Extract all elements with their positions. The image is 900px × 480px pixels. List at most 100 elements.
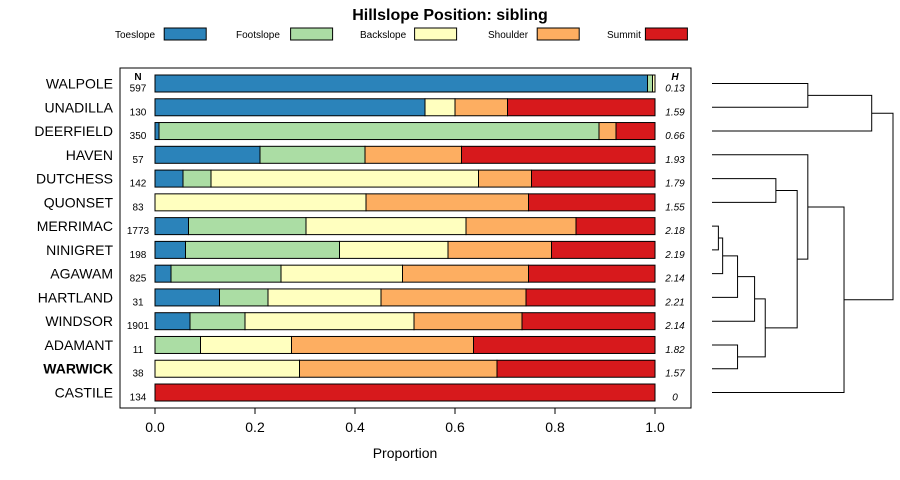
- row-h: 2.18: [664, 226, 685, 237]
- legend-swatch: [536, 27, 580, 41]
- x-tick-label: 0.0: [145, 419, 165, 435]
- bar-segment-footslope: [189, 312, 246, 331]
- bar-segment-backslope: [280, 264, 403, 283]
- bar-segment-summit: [461, 145, 656, 164]
- x-tick-label: 0.4: [345, 419, 365, 435]
- dendrogram-link: [712, 178, 777, 203]
- dendrogram: [712, 83, 894, 394]
- bar-segment-summit: [473, 335, 656, 354]
- bar-segment-toeslope: [154, 288, 220, 307]
- row-n: 83: [132, 202, 144, 213]
- bar-rows: WALPOLE 597 0.13 UNADILLA 130 1.59 DEERFIELD 35…: [34, 74, 685, 404]
- row-label: CASTILE: [55, 385, 113, 401]
- row-n: 130: [130, 107, 147, 118]
- x-tick-label: 0.6: [445, 419, 465, 435]
- dendrogram-link: [712, 83, 809, 108]
- bar-segment-summit: [496, 359, 656, 378]
- row-merrimac: MERRIMAC 1773 2.18: [37, 217, 685, 237]
- row-label: AGAWAM: [50, 266, 113, 282]
- bar-segment-toeslope: [154, 312, 191, 331]
- bar-segment-summit: [525, 288, 656, 307]
- row-n: 198: [130, 250, 147, 261]
- row-h: 0: [672, 393, 678, 404]
- bar-segment-toeslope: [154, 240, 186, 259]
- bar-segment-footslope: [158, 122, 600, 141]
- row-h: 2.21: [664, 297, 684, 308]
- dendrogram-link: [712, 154, 809, 260]
- row-label: WALPOLE: [46, 76, 113, 92]
- bar-segment-footslope: [170, 264, 282, 283]
- dendrogram-link: [712, 276, 756, 322]
- row-label: WARWICK: [43, 361, 113, 377]
- row-label: DUTCHESS: [36, 171, 113, 187]
- h-header: H: [671, 72, 679, 83]
- legend-swatch: [414, 27, 458, 41]
- dendrogram-link: [712, 225, 719, 251]
- dendrogram-link: [737, 298, 766, 358]
- row-unadilla: UNADILLA 130 1.59: [45, 98, 685, 118]
- row-h: 2.14: [664, 321, 685, 332]
- bar-segment-backslope: [200, 335, 292, 354]
- bar-segment-summit: [528, 193, 656, 212]
- row-label: QUONSET: [44, 194, 114, 210]
- bar-segment-footslope: [188, 217, 307, 236]
- bar-segment-backslope: [154, 359, 300, 378]
- bar-segment-backslope: [424, 98, 456, 117]
- row-deerfield: DEERFIELD 350 0.66: [34, 122, 685, 142]
- bar-segment-shoulder: [402, 264, 529, 283]
- bar-segment-summit: [528, 264, 656, 283]
- legend-label: Shoulder: [488, 30, 529, 41]
- legend-item-summit: Summit: [607, 27, 688, 41]
- bar-segment-shoulder: [598, 122, 617, 141]
- bar-segment-backslope: [339, 240, 449, 259]
- row-dutchess: DUTCHESS 142 1.79: [36, 169, 685, 190]
- row-h: 1.55: [665, 202, 685, 213]
- row-n: 134: [130, 393, 147, 404]
- bar-segment-footslope: [647, 74, 653, 93]
- bar-segment-shoulder: [447, 240, 552, 259]
- dendrogram-link: [712, 255, 739, 298]
- row-hartland: HARTLAND 31 2.21: [38, 288, 685, 308]
- bar-segment-backslope: [652, 74, 656, 93]
- row-n: 38: [132, 369, 144, 380]
- legend-label: Backslope: [360, 30, 407, 41]
- bar-segment-backslope: [210, 169, 479, 188]
- row-n: 31: [132, 297, 144, 308]
- dendrogram-link: [765, 189, 798, 329]
- bar-segment-shoulder: [364, 145, 462, 164]
- row-n: 1901: [127, 321, 150, 332]
- row-h: 1.79: [665, 179, 685, 190]
- row-h: 1.82: [665, 345, 685, 356]
- bar-segment-shoulder: [454, 98, 508, 117]
- row-label: HARTLAND: [38, 289, 113, 305]
- bar-segment-shoulder: [299, 359, 498, 378]
- row-n: 350: [130, 131, 147, 142]
- x-tick-label: 0.8: [545, 419, 565, 435]
- bar-segment-shoulder: [380, 288, 527, 307]
- row-label: ADAMANT: [45, 337, 114, 353]
- row-n: 825: [130, 274, 147, 285]
- row-label: NINIGRET: [46, 242, 113, 258]
- bar-segment-summit: [531, 169, 656, 188]
- legend-item-shoulder: Shoulder: [488, 27, 580, 41]
- row-h: 1.57: [665, 369, 685, 380]
- dendrogram-link: [712, 206, 845, 394]
- n-header: N: [134, 72, 141, 83]
- legend-swatch: [290, 27, 334, 41]
- row-n: 142: [130, 179, 147, 190]
- bar-segment-backslope: [244, 312, 415, 331]
- bar-segment-summit: [575, 217, 656, 236]
- legend-item-footslope: Footslope: [236, 27, 334, 41]
- bar-segment-backslope: [154, 193, 367, 212]
- bar-segment-shoulder: [465, 217, 577, 236]
- row-haven: HAVEN 57 1.93: [66, 145, 685, 166]
- row-h: 0.66: [665, 131, 685, 142]
- x-tick-label: 0.2: [245, 419, 265, 435]
- row-quonset: QUONSET 83 1.55: [44, 193, 685, 213]
- bar-segment-toeslope: [154, 217, 189, 236]
- bar-segment-backslope: [305, 217, 467, 236]
- bar-segment-footslope: [185, 240, 340, 259]
- bar-segment-toeslope: [154, 169, 184, 188]
- bar-segment-summit: [507, 98, 656, 117]
